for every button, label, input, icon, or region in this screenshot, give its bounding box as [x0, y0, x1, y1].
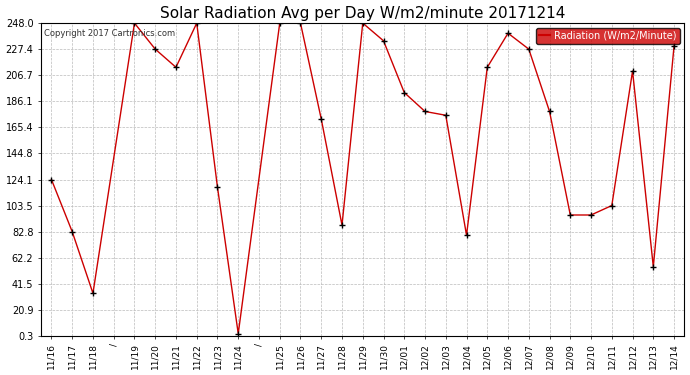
- Legend: Radiation (W/m2/Minute): Radiation (W/m2/Minute): [535, 28, 680, 44]
- Title: Solar Radiation Avg per Day W/m2/minute 20171214: Solar Radiation Avg per Day W/m2/minute …: [160, 6, 565, 21]
- Text: Copyright 2017 Cartronics.com: Copyright 2017 Cartronics.com: [44, 29, 175, 38]
